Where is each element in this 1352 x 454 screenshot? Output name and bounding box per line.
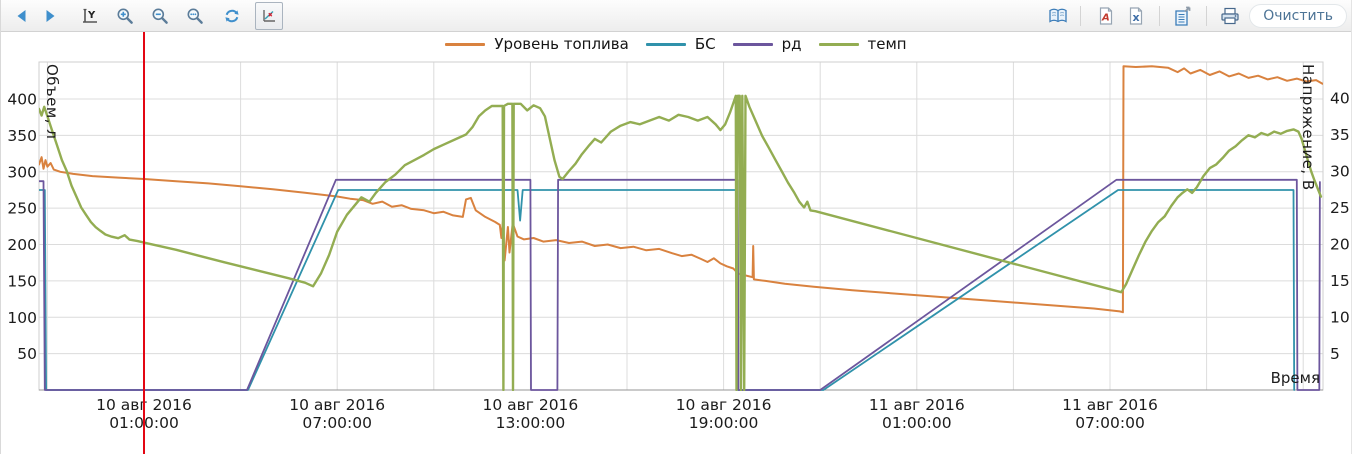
x-axis-tick-date: 10 авг 2016 — [482, 396, 578, 414]
left-axis-tick-label: 200 — [7, 236, 37, 254]
export-document-icon — [1175, 6, 1191, 26]
x-axis-tick-time: 01:00:00 — [882, 414, 952, 432]
legend-label: Уровень топлива — [494, 35, 629, 53]
left-axis-tick-label: 400 — [7, 91, 37, 109]
report-book-button[interactable] — [1044, 2, 1072, 30]
y-axis-scale-button[interactable]: Y — [76, 2, 104, 30]
print-button[interactable] — [1216, 2, 1244, 30]
export-pdf-icon: A — [1100, 7, 1113, 25]
series-line-temp — [39, 94, 1323, 391]
svg-text:x: x — [1133, 11, 1140, 24]
toolbar-separator — [1206, 6, 1208, 26]
toolbar-separator — [1159, 6, 1161, 26]
series-line-fuel-level — [39, 65, 1323, 314]
forward-button[interactable] — [36, 2, 64, 30]
x-axis-tick-date: 11 авг 2016 — [869, 396, 965, 414]
export-excel-button[interactable]: x — [1122, 2, 1150, 30]
right-axis-tick-label: 30 — [1330, 163, 1350, 181]
refresh-icon — [225, 9, 239, 23]
right-axis-tick-label: 25 — [1330, 199, 1350, 217]
legend-swatch-rd — [732, 42, 773, 46]
chart-legend: Уровень топлива БС рд темп — [1, 33, 1351, 55]
right-axis-title: Напряжение, В — [1299, 64, 1317, 191]
y-axis-scale-icon: Y — [83, 8, 97, 23]
legend-label: темп — [867, 35, 907, 53]
right-axis-tick-label: 10 — [1330, 309, 1350, 327]
legend-item-rd: рд — [732, 35, 802, 53]
legend-item-temp: темп — [818, 35, 907, 53]
left-axis-tick-label: 250 — [7, 200, 37, 218]
series-line-rd — [39, 178, 1321, 391]
legend-swatch-temp — [818, 42, 859, 46]
plot-border — [38, 61, 1324, 391]
zoom-extents-icon — [187, 8, 203, 24]
right-axis-tick-label: 40 — [1330, 90, 1350, 108]
arrow-left-icon — [17, 10, 26, 22]
x-axis-title: Время — [1270, 369, 1320, 387]
back-button[interactable] — [8, 2, 36, 30]
chart-cursor-icon — [263, 10, 275, 22]
right-axis-tick-label: 15 — [1330, 272, 1350, 290]
legend-swatch-fuel-level — [445, 42, 486, 46]
toolbar: Y — [1, 0, 1351, 32]
left-axis-title: Объем, л — [43, 64, 61, 140]
arrow-right-icon — [46, 10, 55, 22]
zoom-extents-button[interactable] — [181, 2, 209, 30]
x-axis-tick-time: 13:00:00 — [496, 414, 566, 432]
svg-text:A: A — [1101, 13, 1110, 24]
series-line-bs — [39, 189, 1296, 391]
chart-cursor-button[interactable] — [255, 2, 283, 30]
x-axis-tick-time: 07:00:00 — [1075, 414, 1145, 432]
svg-text:Y: Y — [87, 10, 96, 21]
right-axis-tick-label: 20 — [1330, 236, 1350, 254]
left-axis-tick-label: 100 — [7, 309, 37, 327]
legend-item-bs: БС — [645, 35, 716, 53]
right-axis-tick-label: 5 — [1330, 345, 1340, 363]
x-axis-tick-date: 11 авг 2016 — [1062, 396, 1158, 414]
zoom-in-icon — [117, 8, 133, 24]
zoom-out-icon — [152, 8, 168, 24]
x-axis-tick-time: 19:00:00 — [689, 414, 759, 432]
legend-swatch-bs — [645, 42, 686, 46]
refresh-button[interactable] — [218, 2, 246, 30]
x-axis-tick-date: 10 авг 2016 — [289, 396, 385, 414]
export-pdf-button[interactable]: A — [1092, 2, 1120, 30]
left-axis-tick-label: 300 — [7, 163, 37, 181]
export-document-button[interactable] — [1169, 2, 1197, 30]
print-icon — [1221, 7, 1239, 25]
export-excel-icon: x — [1130, 7, 1143, 25]
toolbar-separator — [1080, 6, 1082, 26]
gridlines — [39, 62, 1323, 390]
legend-label: рд — [781, 35, 802, 53]
left-axis-tick-label: 50 — [17, 345, 37, 363]
legend-label: БС — [694, 35, 716, 53]
time-cursor-line[interactable] — [143, 31, 145, 454]
zoom-out-button[interactable] — [146, 2, 174, 30]
report-book-icon — [1049, 8, 1067, 23]
left-axis-tick-label: 350 — [7, 127, 37, 145]
toolbar-right-group: A x Очистить — [1044, 2, 1347, 30]
clear-button[interactable]: Очистить — [1249, 4, 1347, 28]
x-axis-tick-date: 10 авг 2016 — [676, 396, 772, 414]
toolbar-left-group: Y — [8, 2, 283, 30]
x-axis-tick-time: 07:00:00 — [302, 414, 372, 432]
zoom-in-button[interactable] — [111, 2, 139, 30]
legend-item-fuel-level: Уровень топлива — [445, 35, 629, 53]
right-axis-tick-label: 35 — [1330, 126, 1350, 144]
left-axis-tick-label: 150 — [7, 272, 37, 290]
